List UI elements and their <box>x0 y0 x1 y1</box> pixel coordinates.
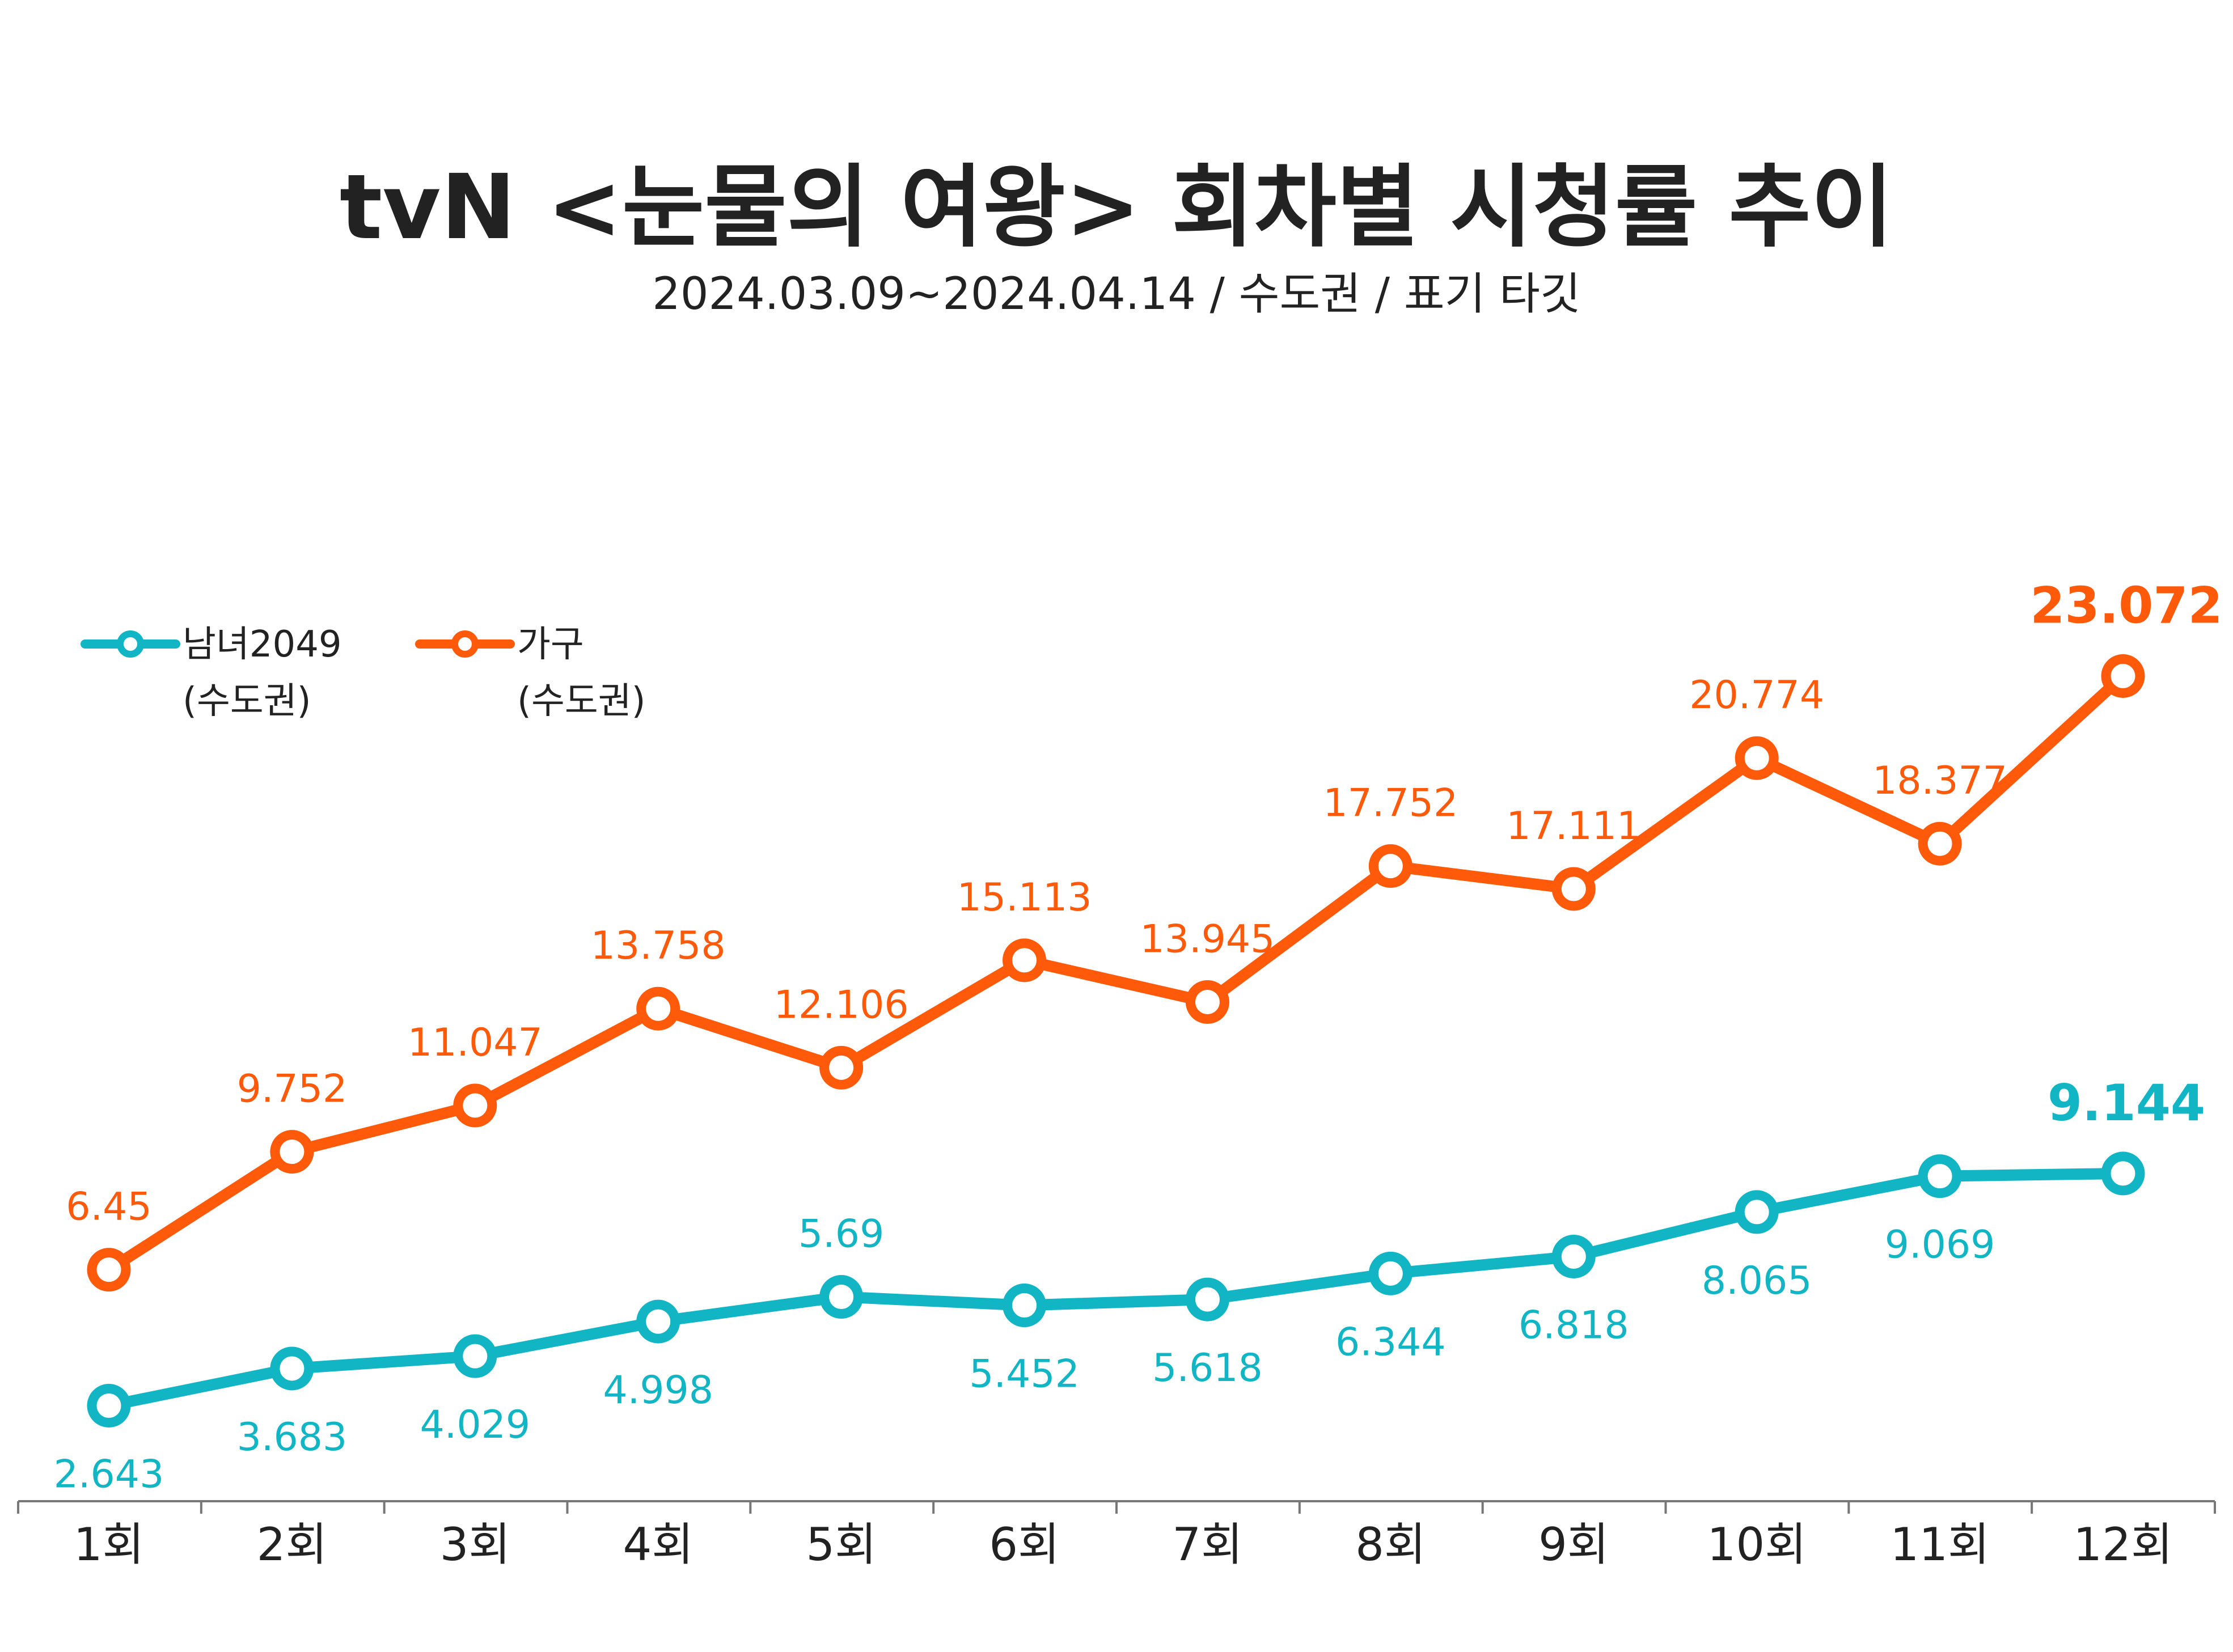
data-label: 8.065 <box>1702 1259 1812 1303</box>
data-label: 23.072 <box>2030 576 2223 634</box>
data-point <box>453 1334 497 1378</box>
data-point <box>1551 867 1596 911</box>
series-lines <box>103 670 2129 1412</box>
data-point <box>1003 1284 1047 1328</box>
legend-marker <box>117 630 144 658</box>
data-label: 5.452 <box>969 1352 1080 1397</box>
data-label: 2.643 <box>54 1452 164 1497</box>
x-tick-label: 4회 <box>623 1518 693 1571</box>
data-label: 12.106 <box>774 982 909 1027</box>
data-label: 9.144 <box>2048 1074 2205 1132</box>
x-tick-label: 3회 <box>440 1518 511 1571</box>
data-points <box>87 654 2145 1428</box>
data-point <box>1735 1190 1779 1234</box>
x-tick-label: 2회 <box>257 1518 328 1571</box>
data-label: 9.069 <box>1885 1223 1995 1268</box>
x-tick-label: 12회 <box>2073 1518 2172 1571</box>
data-point <box>636 1299 680 1344</box>
data-point <box>819 1045 864 1090</box>
x-tick-label: 1회 <box>74 1518 145 1571</box>
data-point <box>1185 980 1229 1024</box>
data-label: 4.998 <box>603 1368 713 1413</box>
legend-label: 가구 <box>517 624 584 666</box>
data-point <box>1003 938 1047 982</box>
data-label: 4.029 <box>420 1403 530 1447</box>
data-label: 20.774 <box>1689 673 1824 718</box>
data-label: 13.945 <box>1140 917 1275 961</box>
data-label: 17.111 <box>1506 804 1641 849</box>
data-label: 6.344 <box>1335 1320 1446 1365</box>
x-axis: 1회 2회 3회 4회 5회 6회 7회 8회 9회 10회 11회 12회 <box>17 1500 2216 1571</box>
x-tick-label: 6회 <box>989 1518 1060 1571</box>
chart-title: tvN <눈물의 여왕> 회차별 시청률 추이 <box>340 155 1893 260</box>
legend-marker <box>451 630 479 658</box>
data-label: 17.752 <box>1323 781 1458 826</box>
series-line <box>103 1167 2129 1412</box>
data-point <box>1918 1154 1962 1198</box>
data-label: 18.377 <box>1872 759 2007 803</box>
data-label: 11.047 <box>408 1020 543 1065</box>
data-point <box>87 1248 131 1292</box>
data-point <box>270 1346 314 1391</box>
data-point <box>1551 1234 1596 1278</box>
x-tick-label: 8회 <box>1355 1518 1426 1571</box>
data-label: 6.45 <box>66 1185 151 1230</box>
data-point <box>1735 736 1779 780</box>
legend-sublabel: (수도권) <box>517 680 646 722</box>
data-point <box>453 1083 497 1128</box>
series-line <box>103 670 2129 1276</box>
data-point <box>2101 1151 2145 1196</box>
x-tick-label: 5회 <box>806 1518 877 1571</box>
x-tick-label: 11회 <box>1890 1518 1989 1571</box>
x-tick-label: 9회 <box>1538 1518 1609 1571</box>
data-point <box>1368 1251 1412 1295</box>
data-point <box>1368 844 1412 888</box>
legend: 남녀2049 (수도권) 가구 (수도권) <box>81 624 646 722</box>
data-label: 3.683 <box>237 1415 348 1460</box>
legend-label: 남녀2049 <box>183 624 342 666</box>
data-label: 15.113 <box>957 875 1092 920</box>
data-point <box>636 986 680 1031</box>
data-label: 6.818 <box>1519 1303 1629 1348</box>
x-tick-label: 7회 <box>1172 1518 1243 1571</box>
chart-subtitle: 2024.03.09~2024.04.14 / 수도권 / 표기 타깃 <box>652 269 1580 320</box>
data-point <box>1185 1277 1229 1321</box>
data-label: 9.752 <box>237 1067 348 1112</box>
data-point <box>2101 654 2145 698</box>
data-label: 5.618 <box>1152 1346 1263 1391</box>
legend-sublabel: (수도권) <box>183 680 311 722</box>
data-label: 13.758 <box>591 924 726 968</box>
data-labels: 2.643 3.683 4.029 4.998 5.69 5.452 5.618 6.344 6… <box>54 576 2223 1497</box>
data-label: 5.69 <box>798 1212 884 1257</box>
x-tick-label: 10회 <box>1707 1518 1806 1571</box>
data-point <box>1918 821 1962 866</box>
data-point <box>270 1130 314 1174</box>
data-point <box>819 1275 864 1319</box>
data-point <box>87 1383 131 1428</box>
